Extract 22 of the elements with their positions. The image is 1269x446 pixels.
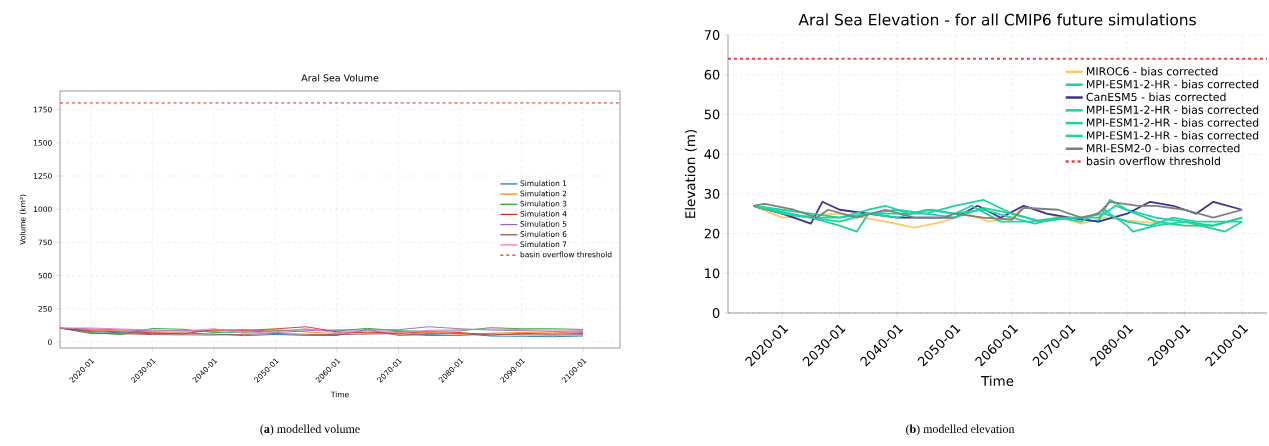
chart-title: Aral Sea Volume	[301, 74, 379, 82]
chart-title: Aral Sea Elevation - for all CMIP6 future simulations	[798, 13, 1196, 26]
y-tick-label: 70	[704, 30, 720, 40]
legend-label: MPI-ESM1-2-HR - bias corrected	[1087, 118, 1259, 127]
legend-label: basin overflow threshold	[1086, 156, 1220, 166]
y-tick-label: 10	[705, 268, 720, 279]
text: (b) modelled elevation	[906, 424, 1015, 436]
legend-label: MIROC6 - bias corrected	[1087, 66, 1218, 76]
legend-label: MPI-ESM1-2-HR - bias corrected	[1087, 131, 1259, 140]
legend-label: MPI-ESM1-2-HR - bias corrected	[1087, 79, 1259, 89]
y-tick-label: 30	[704, 188, 720, 199]
y-tick-label: 0	[712, 308, 720, 318]
x-axis-title: Time	[981, 375, 1014, 387]
legend-label: CanESM5 - bias corrected	[1086, 92, 1226, 102]
y-tick-label: 40	[704, 149, 720, 160]
legend-label: MPI-ESM1-2-HR - bias corrected	[1087, 105, 1259, 114]
y-tick-label: 60	[704, 69, 720, 80]
y-tick-label: 50	[704, 109, 720, 120]
y-tick-label: 20	[704, 228, 720, 239]
y-axis-title: Elevation (m)	[684, 129, 697, 218]
legend-label: MRI-ESM2-0 - bias corrected	[1087, 143, 1240, 153]
text: (a) modelled volume	[260, 424, 360, 436]
